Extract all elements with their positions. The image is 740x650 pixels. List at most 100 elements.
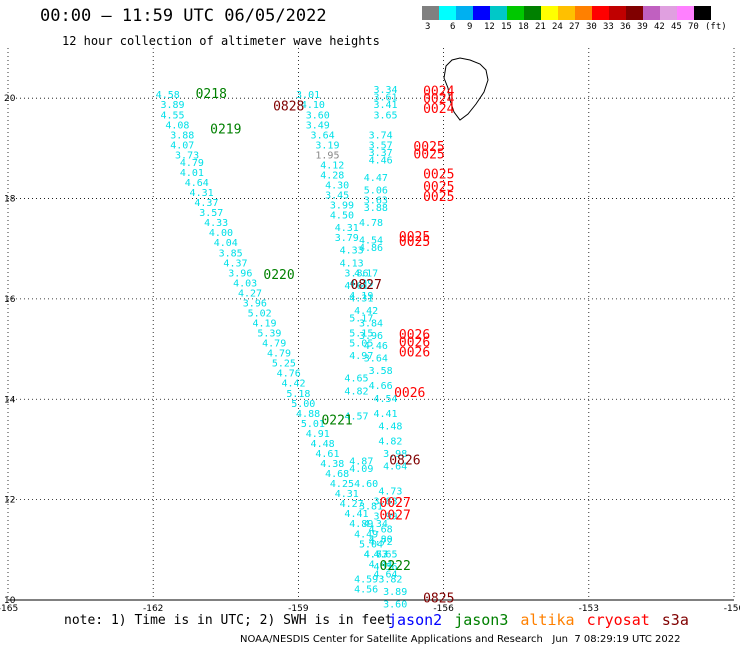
- color-swatch: [456, 6, 473, 20]
- wave-height-value: 3.74: [369, 130, 393, 141]
- wave-height-value: 4.48: [378, 421, 402, 432]
- wave-height-value: 4.97: [349, 351, 373, 362]
- wave-height-value: 4.28: [320, 170, 344, 181]
- wave-height-value: 3.83: [373, 497, 397, 508]
- color-scale-tick: 27: [569, 22, 580, 32]
- color-scale-tick: 21: [535, 22, 546, 32]
- x-tick-label: -159: [288, 604, 309, 614]
- wave-height-value: 4.03: [233, 278, 257, 289]
- legend-cryosat: cryosat: [586, 611, 650, 629]
- wave-height-value: 3.99: [330, 201, 354, 212]
- legend-jason2: jason2: [388, 611, 443, 629]
- wave-height-value: 4.66: [369, 381, 393, 392]
- wave-height-value: 3.73: [175, 150, 199, 161]
- wave-height-value: 3.81: [359, 502, 383, 513]
- wave-height-value: 4.12: [320, 160, 344, 171]
- wave-height-value: 4.31: [335, 489, 359, 500]
- wave-height-value: 4.55: [161, 110, 185, 121]
- wave-height-value: 4.19: [349, 291, 373, 302]
- color-scale-tick: 6: [450, 22, 456, 32]
- wave-height-value: 4.56: [354, 584, 378, 595]
- color-scale-tick: 12: [484, 22, 495, 32]
- color-swatch: [422, 6, 439, 20]
- wave-height-value: 4.60: [354, 479, 378, 490]
- wave-height-value: 4.61: [344, 281, 368, 292]
- wave-height-value: 5.05: [349, 339, 373, 350]
- pass-label: 0027: [380, 496, 411, 511]
- wave-height-value: 3.64: [364, 354, 388, 365]
- y-tick-label: 10: [4, 596, 16, 606]
- color-swatch: [660, 6, 677, 20]
- map-grid: -165 -162 -159 -156 -153 -150 20 18 16 14 12 10: [0, 48, 740, 614]
- color-swatch: [677, 6, 694, 20]
- wave-height-value: 4.01: [180, 168, 204, 179]
- wave-height-value: 4.25: [330, 479, 354, 490]
- wave-height-value: 3.41: [373, 100, 397, 111]
- satellite-legend: jason2 jason3 altika cryosat s3a: [388, 611, 701, 629]
- wave-height-value: 4.42: [282, 379, 306, 390]
- pass-label: 0024: [423, 92, 454, 107]
- hawaii-island-outline: [443, 57, 489, 121]
- color-scale-tick: 30: [586, 22, 597, 32]
- color-scale-tick: 33: [603, 22, 614, 32]
- wave-height-value: 4.34: [364, 519, 388, 530]
- wave-height-value: 3.86: [344, 268, 368, 279]
- wave-height-value: 4.65: [344, 374, 368, 385]
- wave-height-value: 4.68: [369, 524, 393, 535]
- wave-height-value: 4.79: [267, 349, 291, 360]
- color-swatch: [541, 6, 558, 20]
- wave-height-value: 3.65: [373, 110, 397, 121]
- wave-height-value: 4.30: [325, 181, 349, 192]
- wave-height-value: 4.79: [262, 339, 286, 350]
- color-swatch: [507, 6, 524, 20]
- wave-height-value: 4.31: [349, 293, 373, 304]
- color-scale-tick: 42: [654, 22, 665, 32]
- wave-height-value: 4.80: [369, 534, 393, 545]
- wave-height-value: 4.91: [306, 429, 330, 440]
- wave-height-value: 4.54: [373, 394, 397, 405]
- y-tick-label: 12: [4, 496, 15, 506]
- wave-height-value: 5.01: [301, 419, 325, 430]
- wave-height-value: 3.89: [383, 587, 407, 598]
- wave-height-value: 4.38: [320, 459, 344, 470]
- wave-height-value: 4.36: [373, 562, 397, 573]
- wave-height-value: 3.99: [373, 512, 397, 523]
- y-tick-label: 16: [4, 295, 16, 305]
- pass-label: 0026: [399, 336, 430, 351]
- color-swatch: [490, 6, 507, 20]
- wave-height-value: 4.72: [369, 537, 393, 548]
- pass-label: 0025: [413, 140, 444, 155]
- wave-height-value: 3.89: [161, 100, 185, 111]
- wave-height-value: 3.64: [311, 130, 335, 141]
- color-swatch: [558, 6, 575, 20]
- pass-label: 0025: [413, 147, 444, 162]
- wave-height-value: 4.41: [373, 409, 397, 420]
- color-scale-tick: 36: [620, 22, 631, 32]
- color-swatch: [609, 6, 626, 20]
- legend-altika: altika: [520, 611, 575, 629]
- wave-height-value: 3.57: [199, 208, 223, 219]
- wave-height-value: 4.64: [373, 569, 397, 580]
- wave-height-value: 4.07: [170, 140, 194, 151]
- pass-label: 0827: [351, 278, 382, 293]
- pass-label: 0220: [263, 268, 294, 283]
- color-scale-tick: 18: [518, 22, 529, 32]
- wave-height-value: 4.46: [364, 341, 388, 352]
- pass-label: 0025: [423, 180, 454, 195]
- y-tick-label: 20: [4, 94, 16, 104]
- wave-height-value: 4.09: [349, 464, 373, 475]
- wave-height-value: 3.61: [373, 93, 397, 104]
- wave-height-value: 4.08: [165, 120, 189, 131]
- wave-height-value: 4.48: [311, 439, 335, 450]
- wave-height-value: 3.63: [364, 196, 388, 207]
- color-scale-tick: 3: [425, 22, 431, 32]
- wave-height-value: 4.54: [359, 236, 383, 247]
- x-tick-label: -150: [724, 604, 740, 614]
- color-scale-bar: [422, 6, 711, 20]
- wave-height-value: 4.37: [194, 198, 218, 209]
- wave-height-value: 5.04: [359, 539, 383, 550]
- pass-label: 0024: [423, 85, 454, 100]
- wave-height-value: 4.27: [340, 499, 364, 510]
- wave-height-points: 4.583.894.554.083.884.073.734.794.014.64…: [156, 85, 408, 610]
- color-scale-tick: 24: [552, 22, 563, 32]
